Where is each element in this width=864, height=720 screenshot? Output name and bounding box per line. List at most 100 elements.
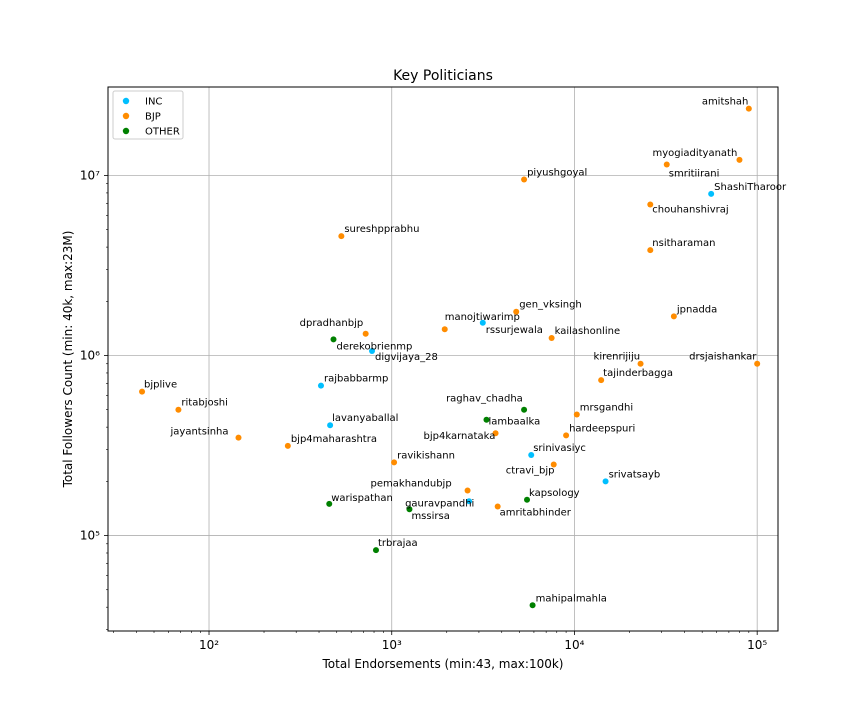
- data-point-ravikishann: [391, 459, 398, 466]
- point-label-derekobrienmp: derekobrienmp: [336, 341, 412, 352]
- data-point-kirenrijiju: [637, 360, 644, 367]
- legend-marker-inc: [122, 97, 130, 105]
- data-point-hardeepspuri: [563, 432, 570, 439]
- point-label-amitshah: amitshah: [702, 97, 749, 108]
- data-point-lambaalka: [483, 416, 490, 423]
- point-label-sureshpprabhu: sureshpprabhu: [344, 224, 419, 235]
- x-axis-label: Total Endorsements (min:43, max:100k): [322, 657, 564, 671]
- point-label-rajbabbarmp: rajbabbarmp: [324, 374, 388, 385]
- point-label-bjp4karnataka: bjp4karnataka: [424, 431, 496, 442]
- x-tick-label: 10⁴: [564, 638, 584, 652]
- data-point-rssurjewala: [479, 319, 486, 326]
- x-tick-label: 10⁵: [747, 638, 767, 652]
- data-point-piyushgoyal: [521, 176, 528, 183]
- point-label-srivatsayb: srivatsayb: [609, 469, 661, 480]
- point-label-trbrajaa: trbrajaa: [378, 538, 418, 549]
- point-label-chouhanshivraj: chouhanshivraj: [652, 204, 728, 215]
- data-point-pemakhandubjp: [464, 487, 471, 494]
- point-label-srinivasiyc: srinivasiyc: [533, 443, 586, 454]
- data-point-tajinderbagga: [598, 377, 605, 384]
- x-tick-label: 10²: [199, 638, 219, 652]
- data-point-rajbabbarmp: [317, 382, 324, 389]
- point-label-lavanyaballal: lavanyaballal: [332, 413, 398, 424]
- data-point-jayantsinha: [235, 434, 242, 441]
- point-label-bjp4maharashtra: bjp4maharashtra: [291, 434, 377, 445]
- point-labels: ShashiTharoor rssurjewala digvijaya_28rajb…: [144, 97, 787, 605]
- point-label-ravikishann: ravikishann: [397, 450, 455, 461]
- point-label-digvijaya_28: digvijaya_28: [375, 352, 438, 363]
- data-point-warispathan: [326, 500, 333, 507]
- data-point-nsitharaman: [647, 247, 654, 254]
- point-label-piyushgoyal: piyushgoyal: [527, 167, 587, 178]
- point-label-smritiirani: smritiirani: [669, 169, 720, 180]
- data-point-mssirsa: [406, 506, 413, 513]
- major-ticks: 10² 10³ 10⁴ 10⁵ 10⁵ 10⁶ 10⁷: [80, 168, 767, 652]
- point-label-kapsology: kapsology: [529, 488, 580, 499]
- point-label-manojtiwarimp: manojtiwarimp: [445, 312, 520, 323]
- point-label-raghav_chadha: raghav_chadha: [446, 394, 523, 405]
- legend-label-bjp: BJP: [145, 112, 161, 123]
- data-point-trbrajaa: [372, 547, 379, 554]
- y-tick-label: 10⁶: [80, 349, 100, 363]
- point-label-tajinderbagga: tajinderbagga: [603, 368, 673, 379]
- point-label-amritabhinder: amritabhinder: [500, 507, 572, 518]
- point-label-ritabjoshi: ritabjoshi: [181, 398, 228, 409]
- point-label-rssurjewala: rssurjewala: [486, 325, 543, 336]
- data-point-bjplive: [139, 388, 146, 395]
- point-label-lambaalka: lambaalka: [488, 417, 540, 428]
- data-point-ritabjoshi: [175, 406, 182, 413]
- point-label-mrsgandhi: mrsgandhi: [580, 403, 633, 414]
- data-point-mahipalmahla: [529, 602, 536, 609]
- point-label-mahipalmahla: mahipalmahla: [536, 593, 607, 604]
- point-label-jpnadda: jpnadda: [676, 304, 717, 315]
- point-label-kirenrijiju: kirenrijiju: [594, 352, 641, 363]
- data-point-amritabhinder: [494, 503, 501, 510]
- data-point-amitshah: [745, 105, 752, 112]
- data-point-drsjaishankar: [754, 360, 761, 367]
- point-label-ShashiTharoor: ShashiTharoor: [714, 182, 787, 193]
- data-point-bjp4maharashtra: [284, 442, 291, 449]
- data-point-srivatsayb: [602, 478, 609, 485]
- plot-frame: [107, 86, 779, 632]
- data-point-kailashonline: [548, 335, 555, 342]
- point-label-gen_vksingh: gen_vksingh: [519, 300, 582, 311]
- data-point-mrsgandhi: [573, 411, 580, 418]
- point-label-kailashonline: kailashonline: [555, 326, 620, 337]
- data-point-smritiirani: [663, 161, 670, 168]
- data-point-manojtiwarimp: [441, 326, 448, 333]
- data-point-gauravpandhi: [466, 498, 473, 505]
- data-point-ctravi_bjp: [550, 461, 557, 468]
- data-point-kapsology: [524, 496, 531, 503]
- point-label-nsitharaman: nsitharaman: [652, 238, 715, 249]
- data-point-raghav_chadha: [521, 406, 528, 413]
- data-point-sureshpprabhu: [338, 233, 345, 240]
- y-tick-label: 10⁷: [80, 168, 100, 182]
- point-label-hardeepspuri: hardeepspuri: [569, 423, 635, 434]
- legend-label-other: OTHER: [145, 127, 180, 138]
- legend: INC BJP OTHER: [112, 90, 184, 140]
- chart-title: Key Politicians: [393, 68, 493, 84]
- point-label-warispathan: warispathan: [331, 493, 393, 504]
- data-point-lavanyaballal: [327, 422, 334, 429]
- data-point-derekobrienmp: [330, 336, 337, 343]
- data-point-myogiadityanath: [736, 156, 743, 163]
- point-label-bjplive: bjplive: [144, 380, 177, 391]
- data-point-ShashiTharoor: [708, 190, 715, 197]
- point-label-dpradhanbjp: dpradhanbjp: [300, 318, 364, 329]
- data-point-jpnadda: [670, 313, 677, 320]
- grid-lines: [108, 87, 778, 631]
- point-label-mssirsa: mssirsa: [411, 511, 449, 522]
- legend-label-inc: INC: [145, 97, 162, 108]
- data-point-bjp4karnataka: [492, 430, 499, 437]
- y-axis-label: Total Followers Count (min: 40k, max:23M…: [61, 231, 75, 489]
- data-point-dpradhanbjp: [362, 330, 369, 337]
- data-point-gen_vksingh: [513, 308, 520, 315]
- point-label-pemakhandubjp: pemakhandubjp: [371, 478, 452, 489]
- data-points: [139, 105, 761, 609]
- data-point-digvijaya_28: [369, 347, 376, 354]
- point-label-ctravi_bjp: ctravi_bjp: [506, 466, 555, 477]
- point-label-myogiadityanath: myogiadityanath: [652, 148, 737, 159]
- legend-box: [112, 90, 184, 140]
- y-tick-label: 10⁵: [80, 529, 100, 543]
